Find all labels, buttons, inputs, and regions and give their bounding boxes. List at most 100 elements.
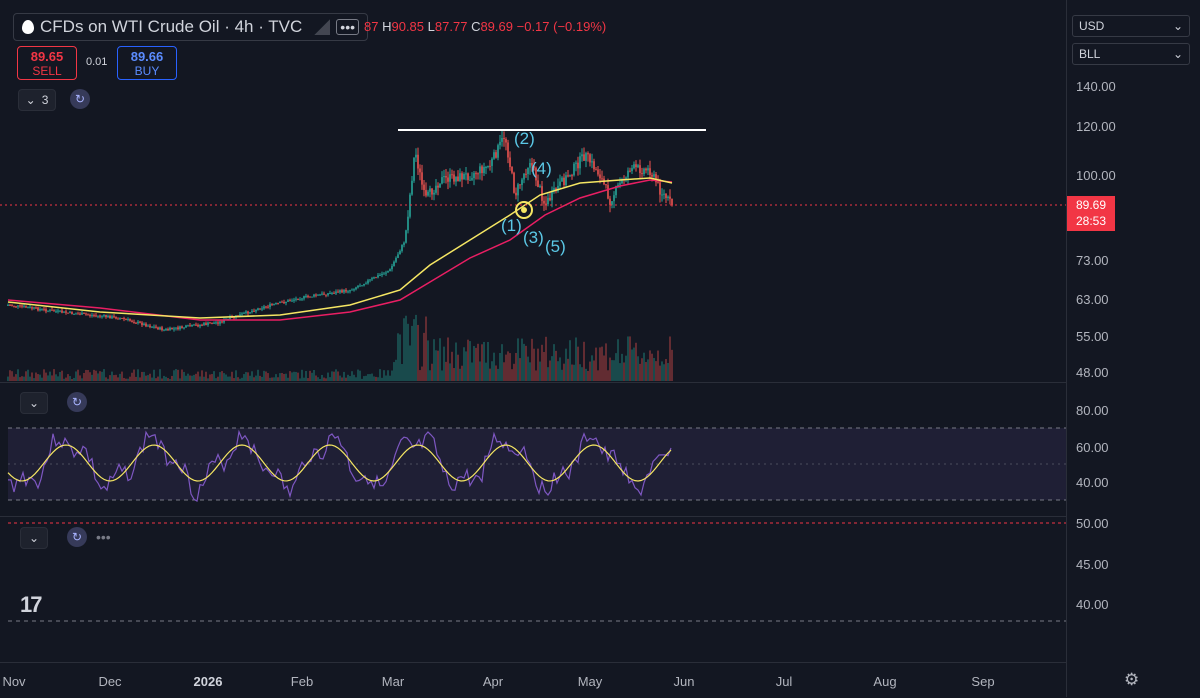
candle-body [45,309,47,312]
time-label: Feb [290,674,314,689]
moving-average-fast [7,177,673,319]
sell-button[interactable]: 89.65 SELL [17,46,77,80]
candle-body [509,157,511,167]
volume-bar [179,378,181,381]
candle-body [221,321,223,323]
volume-bar [557,361,559,381]
volume-bar [135,376,137,381]
candle-body [619,183,621,185]
candle-body [293,299,295,301]
candle-body [155,326,157,328]
candle-body [205,323,207,325]
volume-bar [191,375,193,381]
unit-select[interactable]: BLL ⌄ [1072,43,1190,65]
candle-body [107,315,109,318]
volume-bar [361,378,363,381]
candle-body [147,325,149,327]
candle-body [63,311,65,313]
candle-body [357,285,359,288]
rsi-chart[interactable] [0,383,1066,515]
tradingview-logo-icon[interactable]: 17 [20,592,43,617]
volume-bar [665,359,667,381]
volume-bar [389,375,391,381]
volume-bar [13,376,15,381]
candle-body [71,311,73,315]
candle-body [69,311,71,313]
volume-bar [613,360,615,381]
candle-body [33,307,35,309]
indicators-collapse-toggle[interactable]: ⌄ 3 [18,89,56,111]
refresh-icon[interactable]: ↻ [67,392,87,412]
settings-gear-icon[interactable]: ⚙ [1124,670,1140,689]
compare-icon[interactable] [314,19,331,35]
candle-body [473,173,475,179]
time-label: Jul [775,674,793,689]
volume-bar [349,376,351,381]
volume-bar [391,370,393,381]
refresh-icon[interactable]: ↻ [70,89,90,109]
candle-body [303,296,305,299]
volume-bar [563,363,565,381]
buy-button[interactable]: 89.66 BUY [117,46,177,80]
more-dots-icon[interactable]: ••• [96,529,111,545]
volume-bar [531,338,533,381]
volume-bar [627,336,629,381]
candle-body [395,257,397,262]
lower-indicator-pane[interactable] [0,517,1066,662]
rsi-collapse-toggle[interactable]: ⌄ [20,392,48,414]
candle-body [59,310,61,312]
volume-bar [649,350,651,381]
wave-label-4: (4) [531,159,552,178]
volume-bar [289,371,291,381]
candle-body [249,312,251,314]
candle-body [265,306,267,308]
candle-body [299,299,301,301]
volume-bar [109,375,111,381]
volume-bar [93,369,95,381]
candle-body [331,292,333,294]
candle-body [207,322,209,325]
candle-body [497,145,499,158]
volume-bar [45,372,47,381]
volume-bar [303,377,305,381]
more-dots-icon[interactable]: ••• [336,19,360,35]
ohlc-readout: 87 H90.85 L87.77 C89.69 −0.17 (−0.19%) [364,19,607,34]
candle-body [53,310,55,312]
volume-bar [15,374,17,381]
candle-body [647,168,649,171]
volume-bar [353,374,355,381]
candle-body [135,322,137,324]
price-tick: 100.00 [1076,168,1116,183]
volume-bar [245,372,247,381]
symbol-header[interactable]: CFDs on WTI Crude Oil · 4h · TVC ••• [13,13,369,41]
candle-body [671,198,673,206]
volume-bar [167,378,169,381]
wave-marker [515,201,533,219]
volume-bar [381,377,383,381]
price-axis[interactable] [1066,0,1200,697]
time-label: Sep [971,674,995,689]
time-axis[interactable] [0,662,1066,698]
volume-bar [425,316,427,381]
volume-bar [513,363,515,381]
candle-body [187,325,189,327]
candle-body [121,317,123,319]
volume-bar [651,353,653,381]
refresh-icon[interactable]: ↻ [67,527,87,547]
volume-bar [177,369,179,381]
candle-body [393,261,395,267]
candle-body [495,152,497,158]
candle-body [587,153,589,155]
price-chart[interactable] [0,0,1066,382]
candle-body [543,200,545,204]
candle-body [105,315,107,318]
candle-body [669,196,671,199]
pane3-collapse-toggle[interactable]: ⌄ [20,527,48,549]
candle-body [349,290,351,292]
volume-bar [175,369,177,381]
volume-bar [103,369,105,381]
candle-body [297,298,299,300]
candle-body [103,315,105,317]
volume-bars [7,314,673,381]
currency-select[interactable]: USD ⌄ [1072,15,1190,37]
